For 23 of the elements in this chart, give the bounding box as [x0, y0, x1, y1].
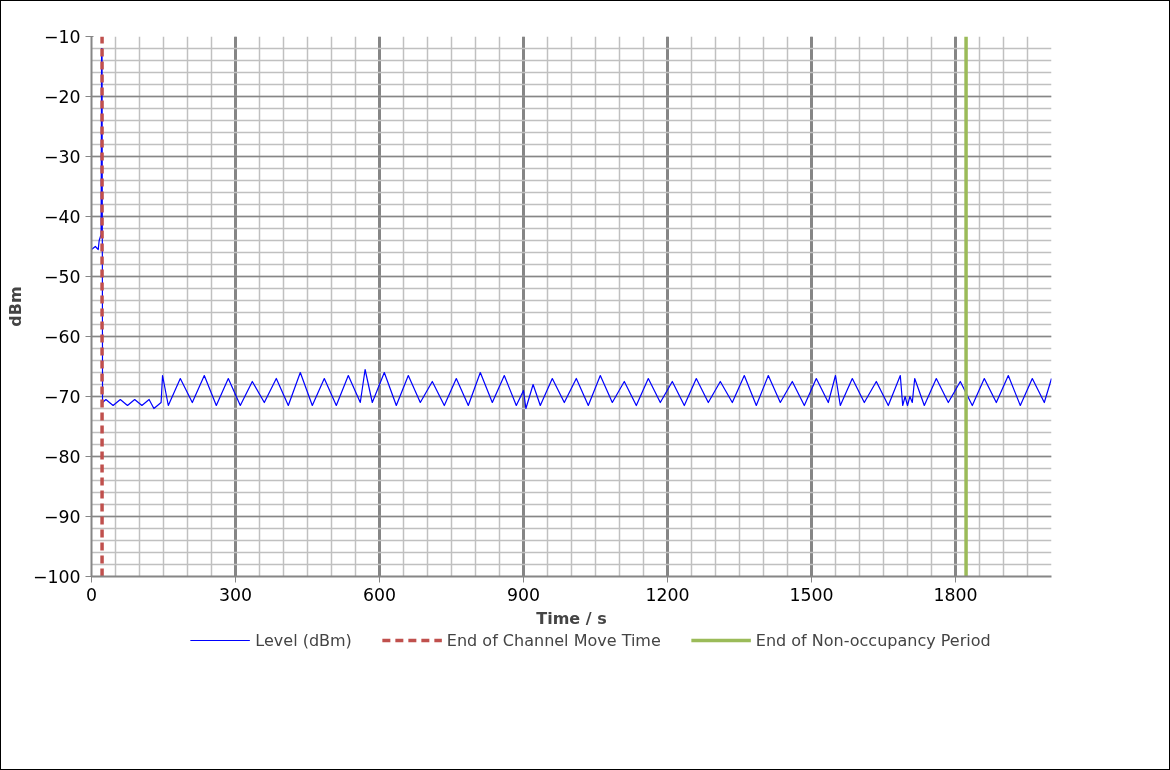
legend-label: End of Channel Move Time — [446, 630, 661, 650]
x-tick-label: 900 — [506, 584, 541, 605]
y-tick-label: −10 — [43, 27, 81, 47]
line-series — [91, 47, 1052, 410]
y-tick-label: −40 — [43, 207, 81, 227]
y-tick-label: −70 — [43, 387, 81, 407]
legend-label: End of Non-occupancy Period — [755, 630, 991, 650]
y-tick-label: −30 — [43, 147, 81, 167]
y-tick-label: −100 — [32, 567, 81, 587]
x-tick-label: 1500 — [789, 584, 834, 605]
y-tick-label: −20 — [43, 87, 81, 107]
y-tick-label: −80 — [43, 447, 81, 467]
x-tick-label: 1800 — [933, 584, 978, 605]
x-tick-label: 300 — [218, 584, 253, 605]
y-tick-label: −90 — [43, 507, 81, 527]
y-tick-label: −50 — [43, 267, 81, 287]
legend-label: Level (dBm) — [255, 630, 352, 650]
x-tick-label: 1200 — [645, 584, 690, 605]
y-axis-title: dBm — [5, 286, 25, 327]
y-tick-label: −60 — [43, 327, 81, 347]
x-tick-label: 0 — [85, 584, 98, 605]
x-axis-title: Time / s — [536, 608, 607, 628]
x-tick-label: 600 — [362, 584, 397, 605]
